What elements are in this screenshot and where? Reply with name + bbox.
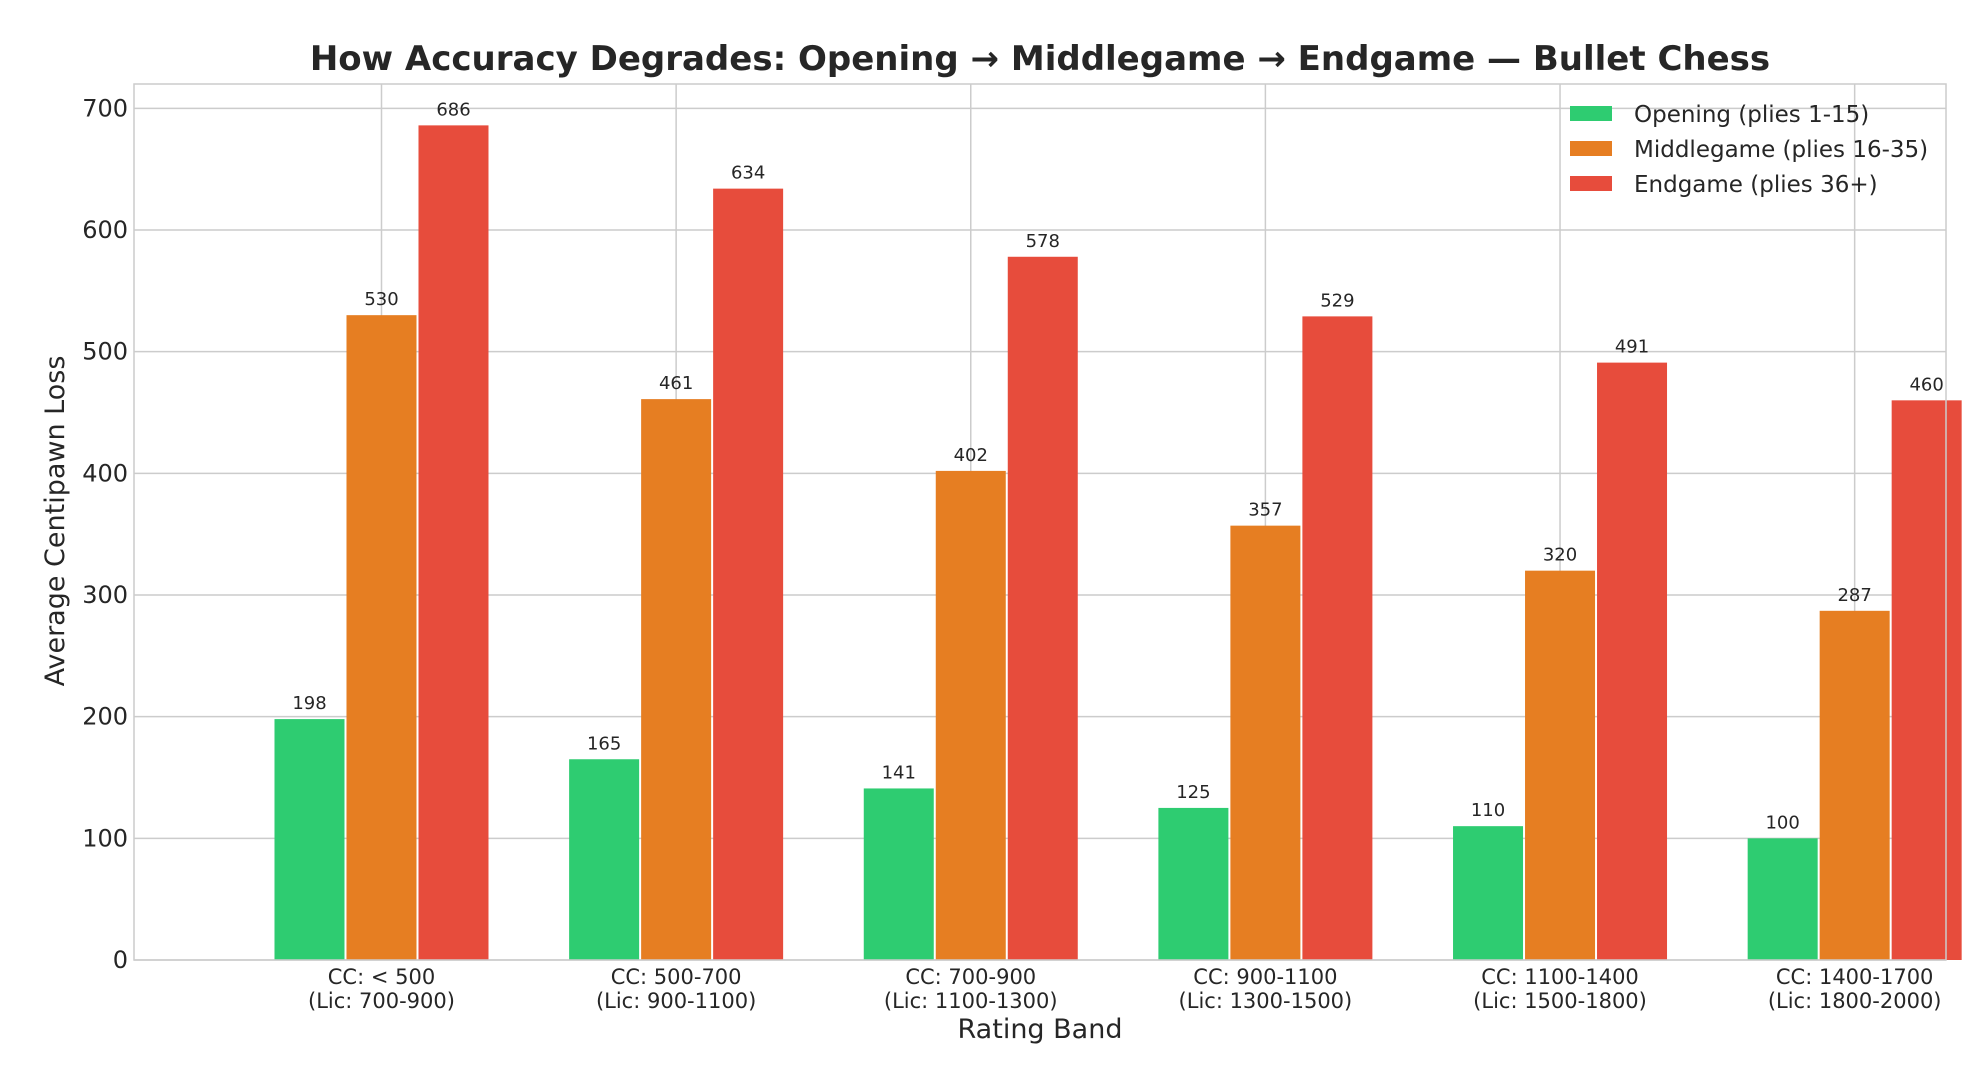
bar-value-label: 125 [1176, 782, 1210, 803]
bar-value-label: 460 [1909, 374, 1943, 395]
bar-value-label: 529 [1320, 290, 1354, 311]
bar [1453, 826, 1524, 960]
y-tick-label: 100 [82, 824, 128, 852]
chart-title: How Accuracy Degrades: Opening → Middleg… [310, 39, 1770, 79]
bar [569, 759, 640, 960]
bar [1007, 256, 1078, 960]
x-tick-label: (Lic: 1300-1500) [1179, 989, 1353, 1013]
x-tick-label: (Lic: 1800-2000) [1768, 989, 1942, 1013]
bar-value-label: 165 [587, 733, 621, 754]
value-labels-layer: 198 165 141 125 110 100 530 461 402 357 320 287 686 6… [292, 99, 1944, 833]
legend-label: Endgame (plies 36+) [1634, 172, 1878, 198]
x-tick-label: CC: 500-700 [611, 965, 742, 989]
bars-layer [274, 125, 1962, 961]
bar [641, 399, 712, 960]
ticks-layer: 0 100 200 300 400 500 600 700 CC: < 500(Lic: 700… [82, 94, 1941, 1013]
bar [1819, 610, 1890, 960]
bar [935, 470, 1006, 960]
y-tick-label: 300 [82, 581, 128, 609]
y-tick-label: 500 [82, 338, 128, 366]
bar-value-label: 100 [1765, 812, 1799, 833]
plot-frame [133, 83, 1947, 961]
bar [1747, 838, 1818, 960]
x-axis-label: Rating Band [958, 1014, 1123, 1045]
bar-value-label: 491 [1615, 337, 1649, 358]
bar [1230, 525, 1301, 960]
legend-label: Opening (plies 1-15) [1634, 102, 1869, 128]
legend-swatch [1570, 106, 1612, 121]
bar [1302, 316, 1373, 961]
x-tick-label: CC: 900-1100 [1193, 965, 1337, 989]
bar [1158, 807, 1229, 960]
y-axis-label: Average Centipawn Loss [40, 356, 71, 687]
x-tick-label: CC: < 500 [328, 965, 435, 989]
bar-value-label: 402 [954, 445, 988, 466]
bar-value-label: 461 [659, 373, 693, 394]
bar [863, 788, 934, 960]
bar [274, 719, 345, 960]
x-tick-label: (Lic: 1100-1300) [884, 989, 1058, 1013]
x-tick-label: CC: 1100-1400 [1481, 965, 1639, 989]
x-tick-label: (Lic: 1500-1800) [1473, 989, 1647, 1013]
legend: Opening (plies 1-15) Middlegame (plies 16… [1570, 102, 1928, 198]
y-tick-label: 200 [82, 703, 128, 731]
bar-value-label: 530 [364, 289, 398, 310]
bar [346, 315, 417, 961]
bar [713, 188, 784, 961]
x-tick-label: (Lic: 700-900) [308, 989, 455, 1013]
bar-value-label: 198 [292, 693, 326, 714]
y-tick-label: 600 [82, 216, 128, 244]
bar-value-label: 686 [436, 99, 470, 120]
bar [1891, 400, 1962, 960]
y-tick-label: 700 [82, 94, 128, 122]
x-tick-label: (Lic: 900-1100) [596, 989, 756, 1013]
bar-value-label: 357 [1248, 500, 1282, 521]
bar-value-label: 141 [882, 762, 916, 783]
bar-value-label: 110 [1471, 800, 1505, 821]
x-tick-label: CC: 1400-1700 [1776, 965, 1934, 989]
bar [1525, 570, 1596, 960]
x-tick-label: CC: 700-900 [905, 965, 1036, 989]
bar-value-label: 634 [731, 163, 765, 184]
bar [418, 125, 489, 960]
legend-swatch [1570, 176, 1612, 191]
y-tick-label: 400 [82, 459, 128, 487]
bar-value-label: 320 [1543, 545, 1577, 566]
y-tick-label: 0 [113, 946, 128, 974]
bar-value-label: 578 [1026, 231, 1060, 252]
legend-label: Middlegame (plies 16-35) [1634, 137, 1928, 163]
bar-value-label: 287 [1837, 585, 1871, 606]
bar [1597, 362, 1668, 960]
legend-swatch [1570, 141, 1612, 156]
